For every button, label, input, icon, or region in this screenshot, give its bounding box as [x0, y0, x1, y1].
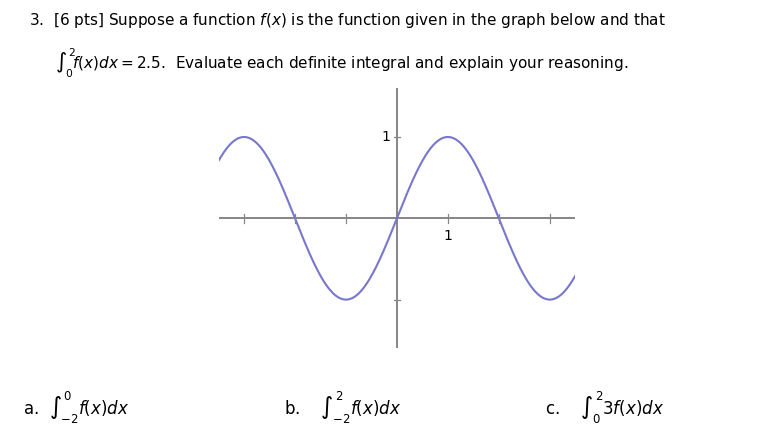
Text: c.    $\int_{0}^{2} 3f(x)dx$: c. $\int_{0}^{2} 3f(x)dx$	[545, 390, 663, 426]
Text: 3.  [6 pts] Suppose a function $f(x)$ is the function given in the graph below a: 3. [6 pts] Suppose a function $f(x)$ is …	[29, 11, 666, 30]
Text: 1: 1	[443, 229, 453, 243]
Text: $\int_0^2\!f(x)dx = 2.5$.  Evaluate each definite integral and explain your reas: $\int_0^2\!f(x)dx = 2.5$. Evaluate each …	[55, 46, 629, 80]
Text: 1: 1	[382, 130, 391, 144]
Text: a.  $\int_{-2}^{0} f(x)dx$: a. $\int_{-2}^{0} f(x)dx$	[23, 390, 130, 426]
Text: b.    $\int_{-2}^{2} f(x)dx$: b. $\int_{-2}^{2} f(x)dx$	[284, 390, 401, 426]
